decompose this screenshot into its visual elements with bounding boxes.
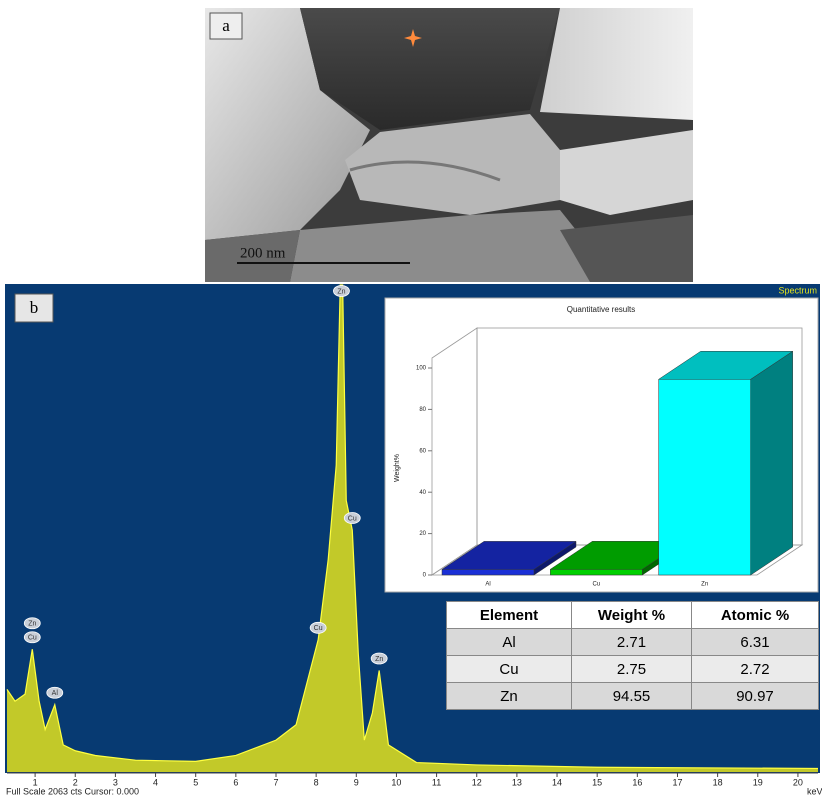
spectrum-title: Spectrum bbox=[778, 285, 817, 295]
spectrum-footer: Full Scale 2063 cts Cursor: 0.000 bbox=[6, 786, 139, 796]
x-tick-label: 16 bbox=[632, 777, 642, 787]
inset-title: Quantitative results bbox=[567, 305, 635, 314]
x-tick-label: 11 bbox=[432, 777, 441, 787]
scale-bar-label: 200 nm bbox=[240, 245, 286, 261]
bar-front bbox=[659, 379, 751, 575]
x-tick-label: 9 bbox=[354, 777, 359, 787]
x-tick-label: 15 bbox=[592, 777, 602, 787]
panel-label: a bbox=[222, 16, 230, 35]
x-tick-label: 10 bbox=[391, 777, 401, 787]
table-cell: 2.75 bbox=[572, 656, 692, 683]
panel-label: b bbox=[30, 298, 39, 317]
peak-label: Cu bbox=[348, 515, 357, 522]
table-cell: 90.97 bbox=[692, 683, 819, 710]
x-tick-label: 19 bbox=[753, 777, 763, 787]
table-cell: Cu bbox=[447, 656, 572, 683]
x-tick-label: Cu bbox=[592, 582, 600, 588]
y-tick-label: 80 bbox=[419, 407, 426, 413]
x-axis-unit: keV bbox=[807, 786, 822, 796]
table-cell: 94.55 bbox=[572, 683, 692, 710]
table-cell: Zn bbox=[447, 683, 572, 710]
peak-label: Cu bbox=[314, 625, 323, 632]
table-cell: Al bbox=[447, 629, 572, 656]
x-tick-label: 13 bbox=[512, 777, 522, 787]
y-tick-label: 60 bbox=[419, 448, 426, 454]
x-tick-label: 7 bbox=[273, 777, 278, 787]
x-tick-label: 6 bbox=[233, 777, 238, 787]
peak-label: Zn bbox=[375, 656, 383, 663]
peak-label: Cu bbox=[28, 635, 37, 642]
page: a 200 nm Spectrum b 12345678910111213141… bbox=[0, 0, 822, 798]
bar-front bbox=[442, 569, 534, 575]
table-cell: 2.71 bbox=[572, 629, 692, 656]
header-cell: Atomic % bbox=[692, 602, 819, 629]
x-tick-label: 4 bbox=[153, 777, 158, 787]
table-header-row: Element Weight % Atomic % bbox=[447, 602, 819, 629]
table-cell: 2.72 bbox=[692, 656, 819, 683]
x-tick-label: 17 bbox=[672, 777, 682, 787]
bar-side bbox=[751, 351, 793, 575]
peak-label: Al bbox=[52, 690, 59, 697]
table-cell: 6.31 bbox=[692, 629, 819, 656]
x-tick-label: Al bbox=[485, 582, 490, 588]
peak-label: Zn bbox=[337, 288, 345, 295]
x-tick-label: 8 bbox=[314, 777, 319, 787]
inset-y-label: Weight% bbox=[394, 454, 401, 482]
x-tick-label: 18 bbox=[713, 777, 723, 787]
peak-label: Zn bbox=[28, 621, 36, 628]
x-tick-label: 20 bbox=[793, 777, 803, 787]
bar-front bbox=[550, 569, 642, 575]
y-tick-label: 20 bbox=[419, 531, 426, 537]
x-tick-label: 12 bbox=[472, 777, 482, 787]
header-cell: Weight % bbox=[572, 602, 692, 629]
y-tick-label: 40 bbox=[419, 490, 426, 496]
x-tick-label: Zn bbox=[701, 582, 708, 588]
x-tick-label: 5 bbox=[193, 777, 198, 787]
y-tick-label: 100 bbox=[416, 366, 427, 372]
header-cell: Element bbox=[447, 602, 572, 629]
tem-image bbox=[205, 8, 693, 282]
x-tick-label: 14 bbox=[552, 777, 562, 787]
